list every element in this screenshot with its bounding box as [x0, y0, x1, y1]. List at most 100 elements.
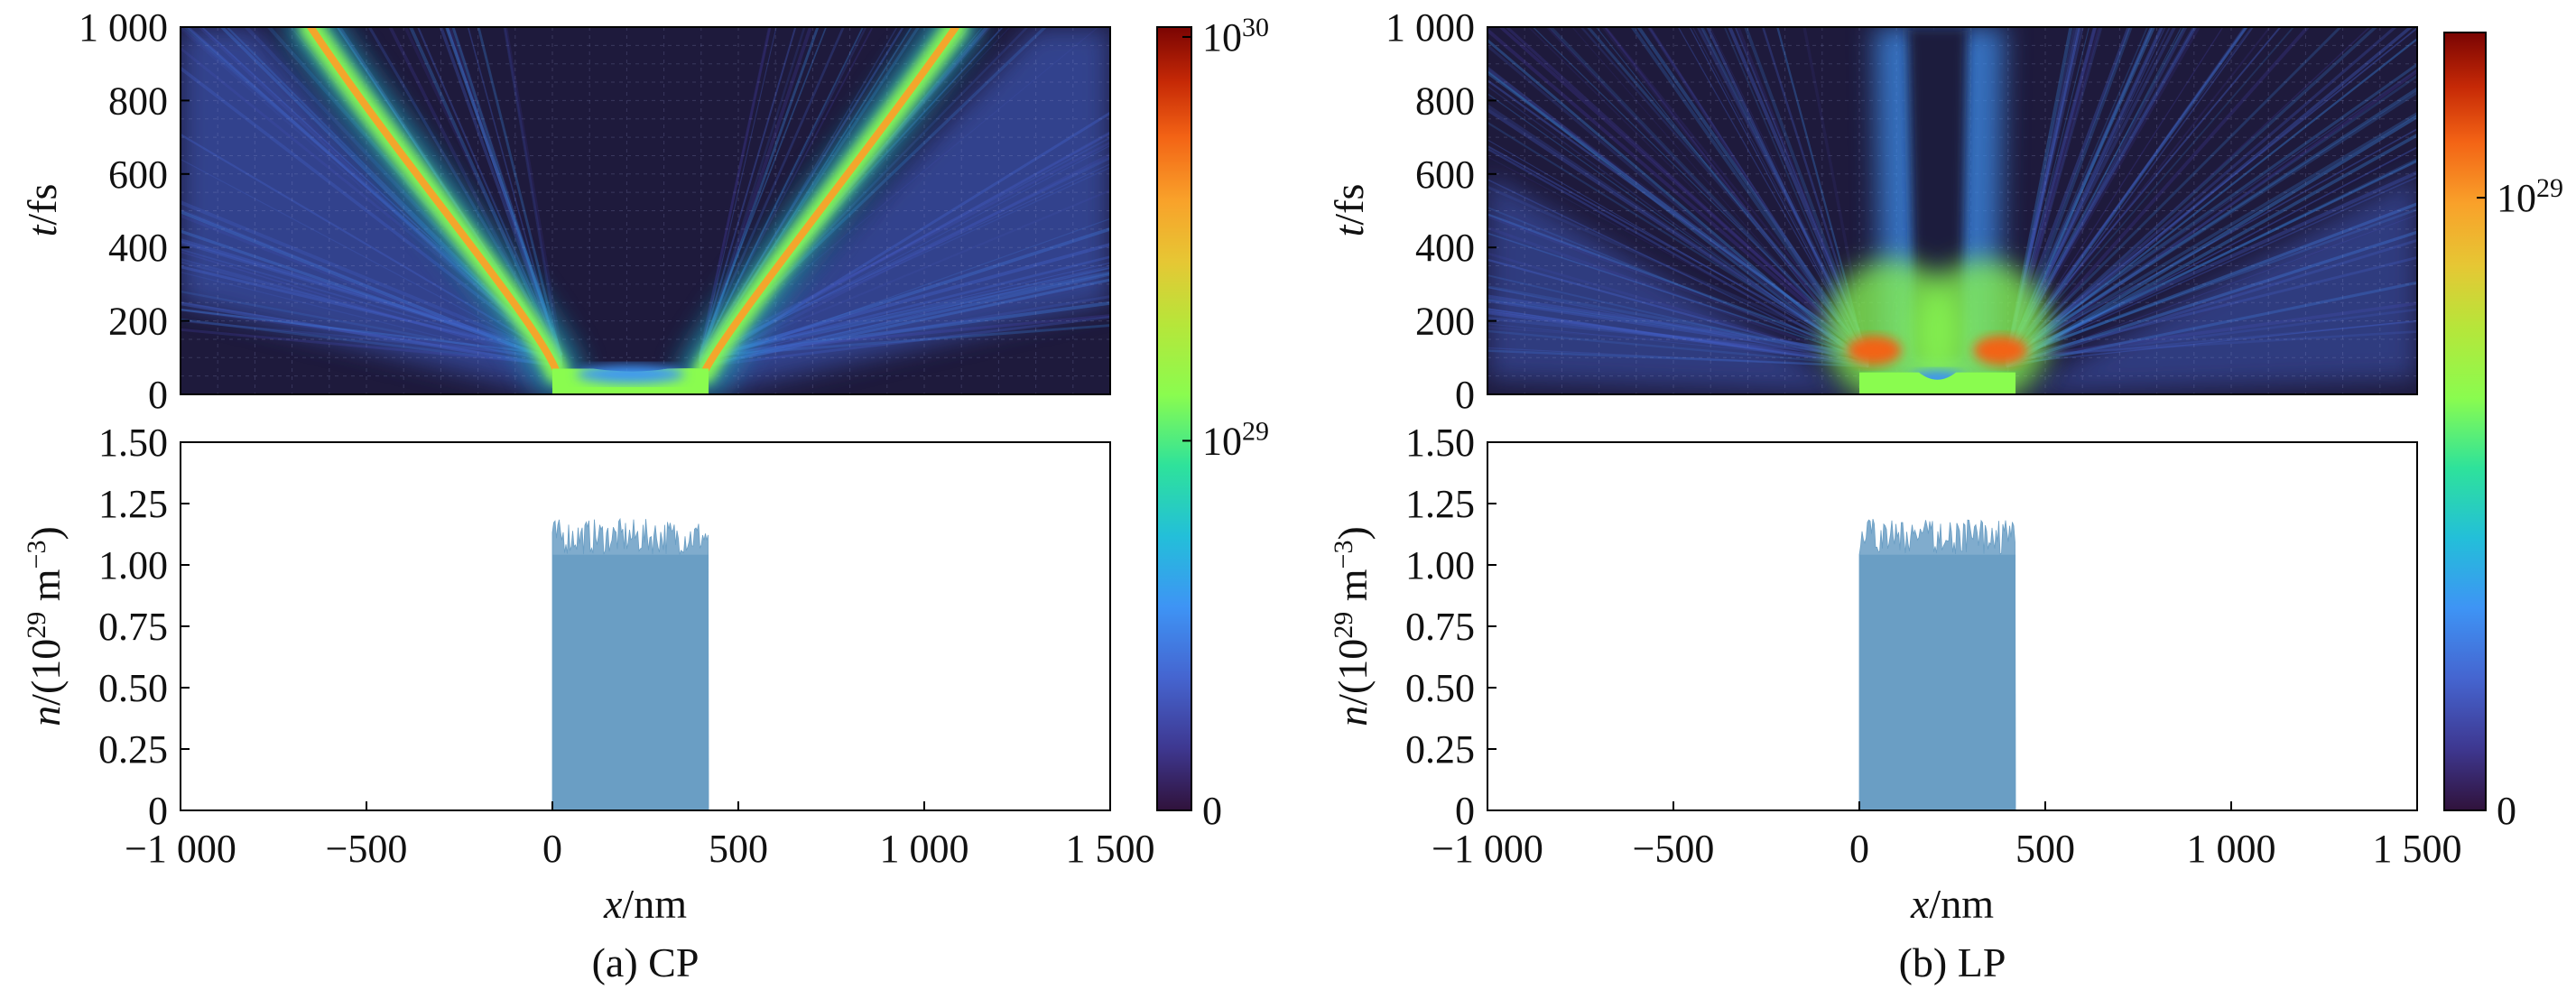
y-tick-label: 400 — [1415, 226, 1475, 270]
heatmap-ray — [2005, 27, 2154, 356]
heatmap-ray — [1636, 27, 1870, 359]
heatmap-ray — [1710, 27, 1869, 360]
heatmap-ray — [699, 27, 865, 360]
heatmap-ray — [1497, 27, 1870, 356]
x-tick-label: 0 — [1849, 827, 1869, 871]
xlabel-b: x/nm — [1910, 881, 1994, 927]
heatmap-ray — [2005, 27, 2188, 365]
heatmap-ray — [2005, 27, 2131, 355]
heatmap-a — [181, 27, 1110, 394]
heatmap-ray — [2006, 62, 2417, 357]
heatmap-ray — [1600, 27, 1870, 369]
heatmap-ray — [2005, 27, 2311, 368]
heatmap-a-ylabel: t/fs — [19, 184, 65, 237]
density-a-y-ticks: 0 0.25 0.50 0.75 1.00 1.25 1.50 — [98, 421, 190, 833]
heatmap-ray — [1487, 93, 1869, 365]
heatmap-ray — [2006, 27, 2081, 367]
heatmap-ray — [2006, 128, 2417, 358]
heatmap-ray — [2005, 27, 2133, 366]
heatmap-ray — [2005, 27, 2084, 358]
y-tick-label: 0 — [1455, 373, 1475, 417]
heatmap-ray — [2006, 27, 2082, 356]
heatmap-ray — [1648, 27, 1869, 364]
heatmap-ray — [1595, 27, 1869, 367]
heatmap-ray — [698, 27, 820, 362]
y-tick-label: 0.25 — [98, 727, 168, 772]
x-tick-label: 1 000 — [2187, 827, 2276, 871]
heatmap-ray — [2005, 27, 2248, 365]
heatmap-ray — [1487, 85, 1869, 367]
heatmap-ray — [1677, 27, 1869, 363]
y-tick-label: 600 — [1415, 153, 1475, 197]
heatmap-ray — [1737, 27, 1870, 359]
colorbar-tick-label: 1030 — [1202, 12, 1269, 60]
heatmap-ray — [2005, 27, 2080, 363]
density-a-ylabel: n/(1029 m−3) — [22, 526, 69, 726]
heatmap-ray — [477, 27, 563, 361]
heatmap-ray — [2006, 170, 2417, 360]
heatmap-glow — [181, 27, 1110, 394]
heatmap-ray — [2005, 27, 2073, 362]
heatmap-ray — [698, 27, 1048, 360]
density-noise — [1858, 518, 2016, 811]
heatmap-ray — [2005, 27, 2077, 363]
y-tick-label: 1.00 — [98, 543, 168, 587]
heatmap-ray — [1487, 155, 1869, 362]
heatmap-ray — [1571, 27, 1869, 367]
colorbar-tick-label: 1029 — [2497, 173, 2563, 221]
heatmap-b-frame — [1487, 26, 2418, 395]
heatmap-ray — [2005, 27, 2098, 365]
heatmap-ray — [2006, 74, 2417, 362]
heatmap-ray — [467, 27, 562, 368]
heatmap-ray — [2006, 27, 2417, 359]
heatmap-ray — [2006, 89, 2417, 358]
y-tick-label: 0.50 — [98, 666, 168, 710]
heatmap-ray — [2005, 27, 2097, 358]
y-tick-label: 1.50 — [1405, 421, 1475, 465]
heatmap-ray — [1487, 139, 1869, 361]
heatmap-ray — [1505, 27, 1870, 357]
caption-a: (a) CP — [592, 939, 700, 985]
heatmap-ray — [2006, 27, 2248, 360]
heatmap-ray — [1487, 27, 1870, 359]
heatmap-ray — [2005, 27, 2103, 366]
heatmap-ray — [1603, 27, 1869, 368]
y-tick-label: 0 — [148, 373, 168, 417]
heatmap-ray — [1734, 27, 1869, 356]
colorbar-a: 0 1029 1030 — [1156, 12, 1269, 833]
heatmap-ray — [698, 27, 845, 356]
heatmap-ray — [2006, 27, 2152, 358]
heatmap-ray — [1532, 27, 1869, 356]
heatmap-ray — [408, 27, 563, 365]
heatmap-ray — [403, 27, 563, 356]
y-tick-label: 1.25 — [1405, 482, 1475, 526]
heatmap-ray — [1761, 27, 1870, 363]
heatmap-ray — [447, 27, 563, 368]
heatmap-ray — [1776, 27, 1870, 366]
heatmap-ray — [2005, 27, 2101, 367]
heatmap-ray — [2006, 27, 2282, 356]
heatmap-ray — [2006, 27, 2148, 357]
heatmap-ray — [699, 27, 904, 360]
heatmap-ray — [181, 328, 562, 366]
colorbar-tick-label: 0 — [2497, 789, 2516, 833]
glow-right — [709, 27, 1110, 394]
y-tick-label: 0.25 — [1405, 727, 1475, 772]
heatmap-glow — [1487, 173, 2417, 394]
heatmap-ray — [2006, 27, 2182, 365]
heatmap-ray — [1586, 27, 1870, 356]
y-tick-label: 0.75 — [1405, 605, 1475, 649]
colorbar-tick-label: 0 — [1202, 789, 1222, 833]
heatmap-ray — [2006, 208, 2417, 360]
y-tick-label: 400 — [108, 226, 168, 270]
colorbar-tick-label: 1029 — [1202, 416, 1269, 464]
glow-left — [181, 27, 552, 394]
heatmap-ray — [699, 27, 874, 357]
density-plot-a — [551, 517, 709, 811]
density-plot-b — [1858, 518, 2016, 811]
heatmap-b — [1487, 27, 2417, 394]
hotspot-left-core — [1847, 336, 1902, 365]
y-tick-label: 1.00 — [1405, 543, 1475, 587]
heatmap-ray — [1487, 121, 1869, 360]
